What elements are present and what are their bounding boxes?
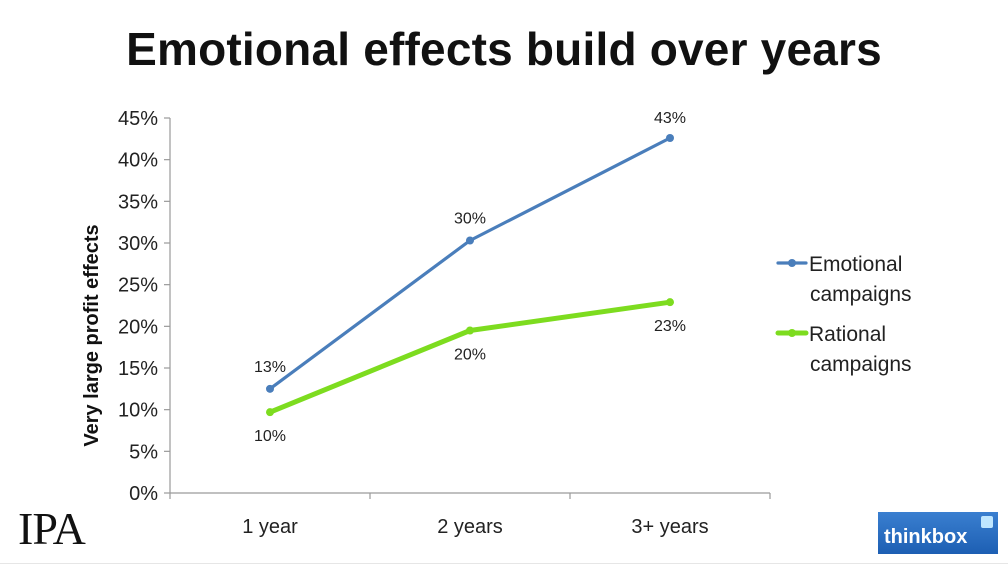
y-tick-label: 35% [118,191,158,213]
legend-marker-rational-campaigns [788,329,796,337]
data-label-emotional-campaigns: 30% [454,211,486,228]
legend-label-rational-campaigns: campaigns [810,353,912,376]
series-layer [266,134,674,417]
data-point-rational-campaigns [466,326,474,335]
y-tick-label: 0% [129,483,158,505]
thinkbox-logo-text: thinkbox [884,526,968,548]
data-point-emotional-campaigns [266,384,274,393]
data-label-emotional-campaigns: 43% [654,110,686,127]
thinkbox-square-icon [981,516,993,528]
y-tick-label: 45% [118,108,158,130]
x-tick-label: 2 years [437,516,503,538]
x-tick-label: 1 year [242,516,298,538]
legend-label-rational-campaigns: Rational [809,323,886,346]
y-axis-title: Very large profit effects [81,224,103,446]
data-label-rational-campaigns: 10% [254,428,286,445]
thinkbox-logo: thinkbox [878,512,998,554]
y-tick-label: 5% [129,441,158,463]
data-label-rational-campaigns: 20% [454,347,486,364]
legend-label-emotional-campaigns: Emotional [809,253,902,276]
data-point-rational-campaigns [666,298,674,307]
legend-marker-emotional-campaigns [788,259,796,267]
divider [0,563,1008,564]
data-label-rational-campaigns: 23% [654,318,686,335]
legend-label-emotional-campaigns: campaigns [810,283,912,306]
y-tick-label: 25% [118,275,158,297]
data-point-emotional-campaigns [666,134,674,142]
data-labels: 13% 30% 43% 10% 20% 23% [254,110,686,445]
y-tick-label: 15% [118,358,158,380]
y-tick-label: 30% [118,233,158,255]
data-label-emotional-campaigns: 13% [254,359,286,376]
y-tick-label: 20% [118,316,158,338]
data-point-rational-campaigns [266,408,274,417]
data-point-emotional-campaigns [466,236,474,245]
y-tick-label: 40% [118,150,158,172]
chart-title: Emotional effects build over years [126,23,882,75]
y-tick-label: 10% [118,400,158,422]
ipa-logo: IPA [18,503,86,554]
axes: 0% 5% 10% 15% 20% 25% 30% 35% 40% 45% 1 year 2 year… [81,108,771,538]
legend: Emotional campaigns Rational campaigns [775,253,912,376]
x-tick-label: 3+ years [631,516,708,538]
